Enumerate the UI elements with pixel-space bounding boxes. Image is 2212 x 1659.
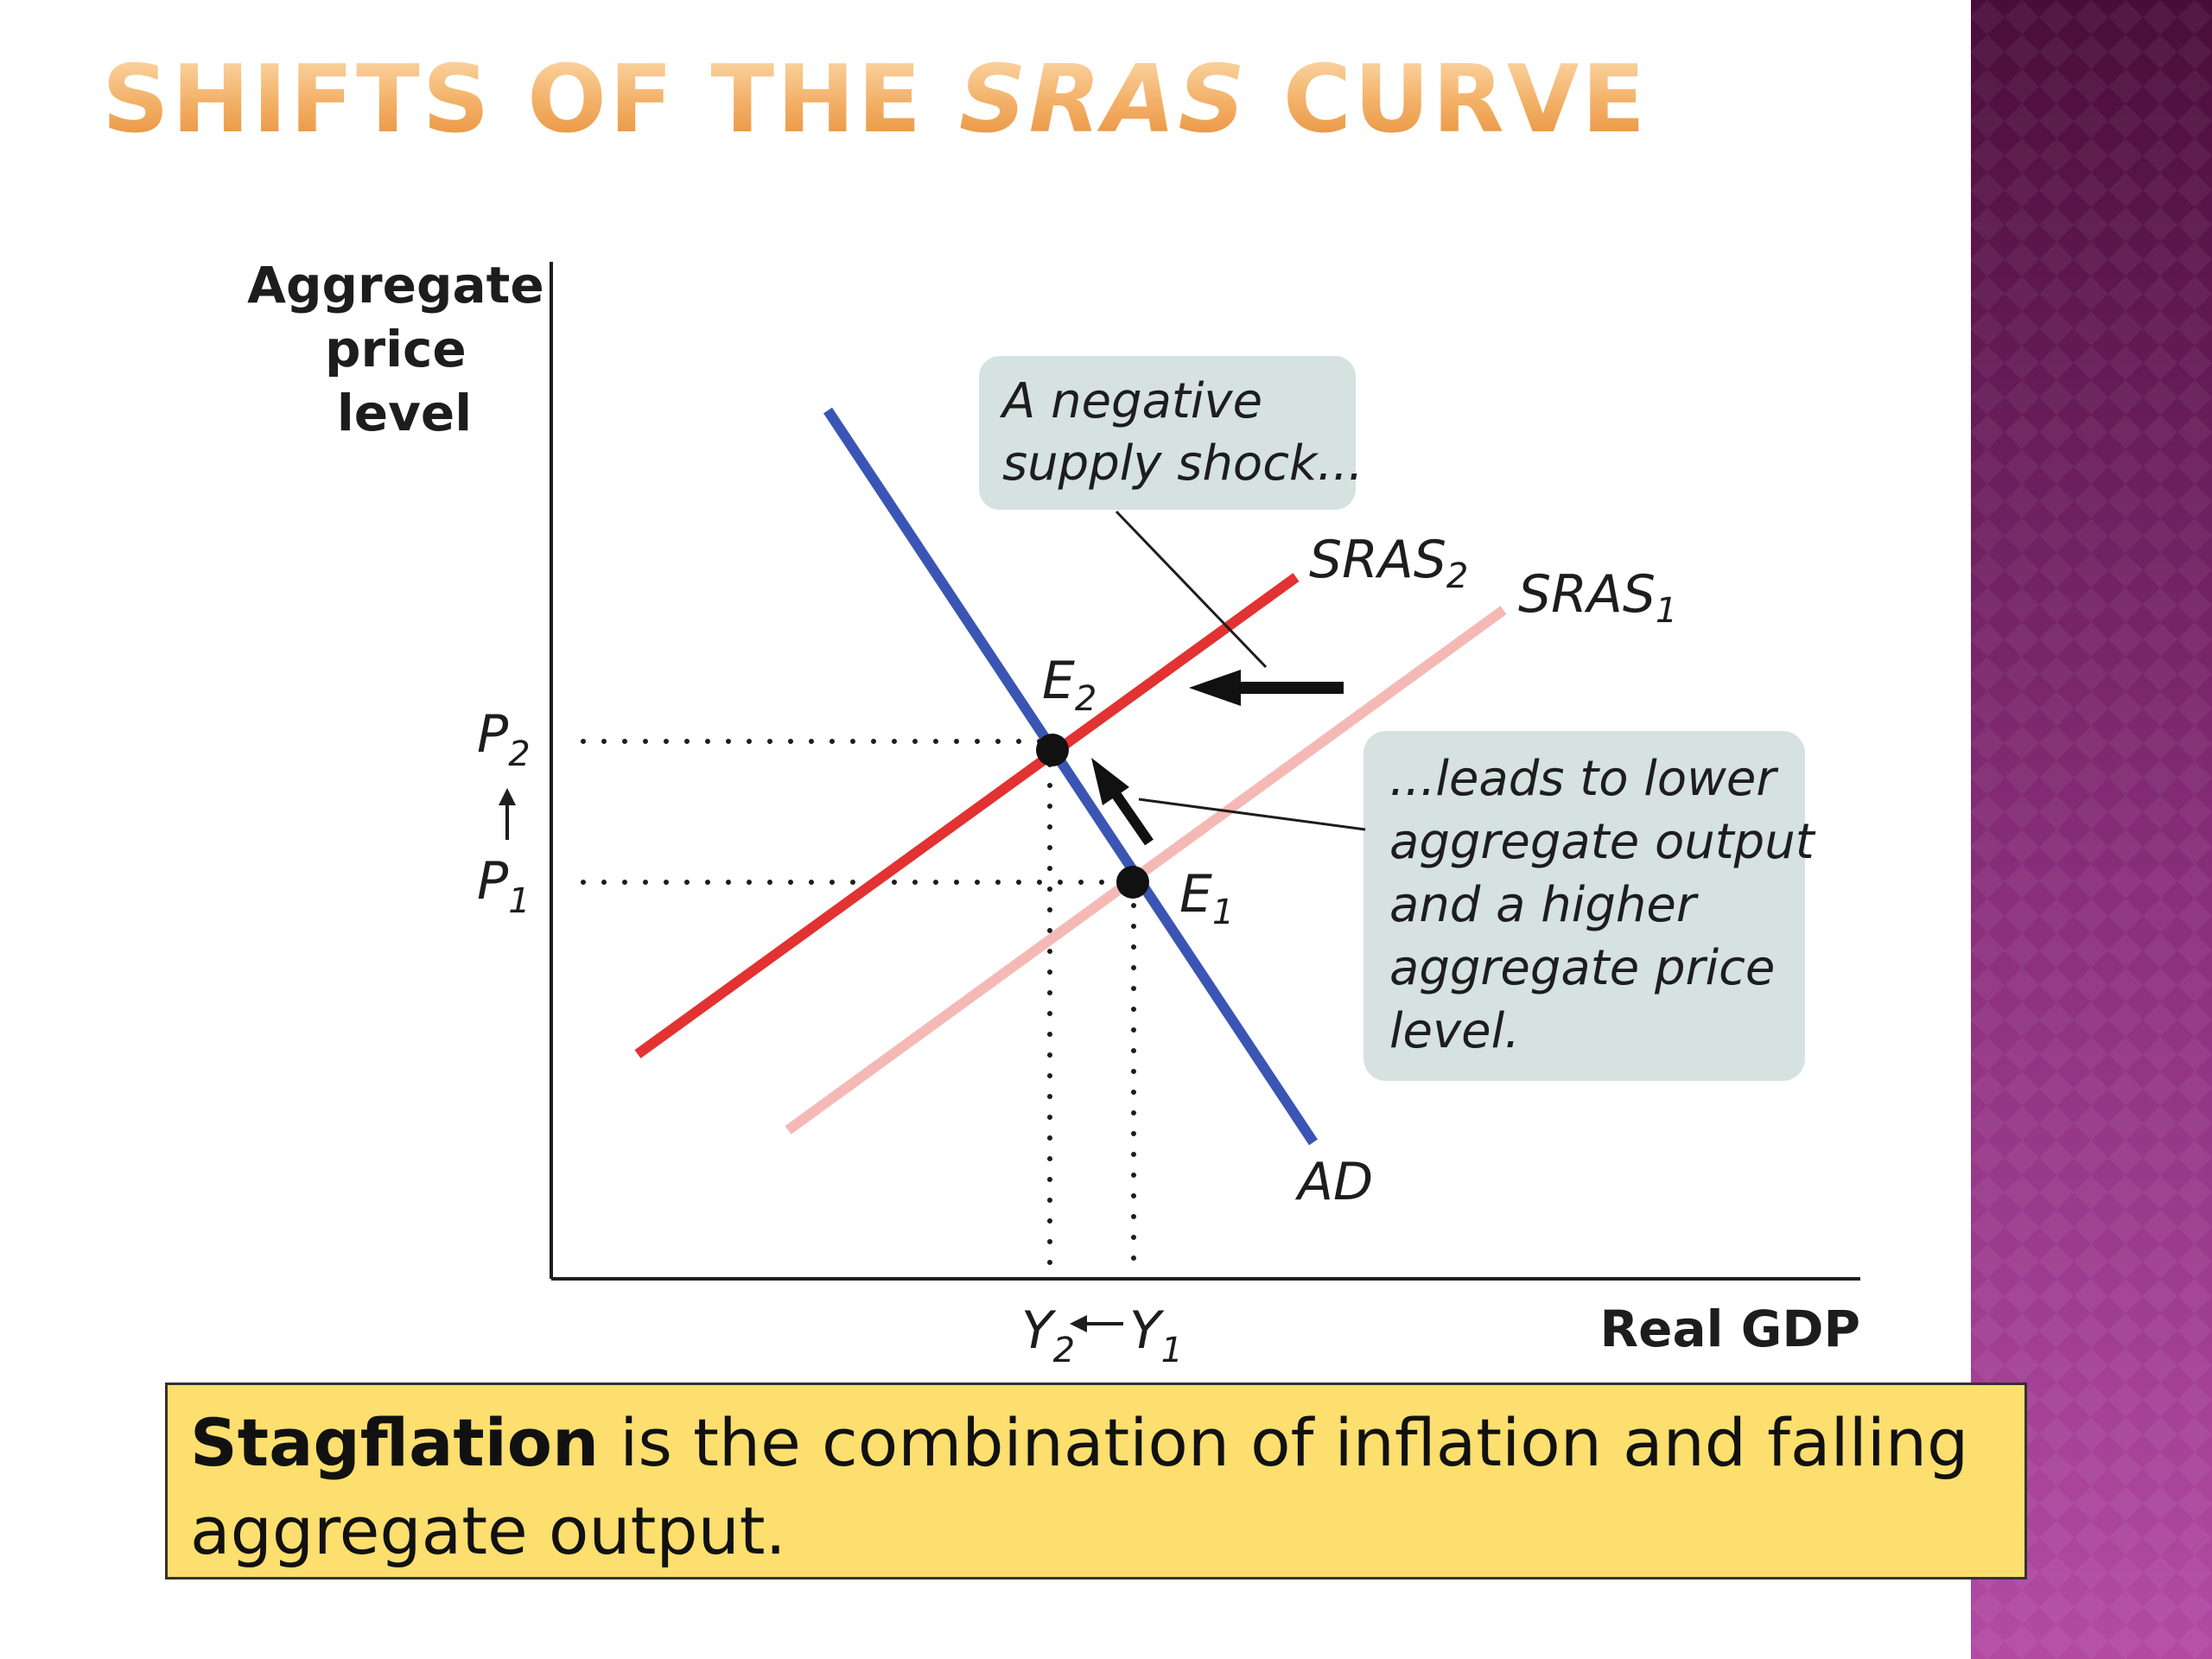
stagflation-definition-box: Stagflation is the combination of inflat… <box>165 1382 2027 1580</box>
callout-supply-shock-box <box>979 356 1356 510</box>
sras1-label-base: SRAS <box>1518 564 1656 625</box>
y-axis-label-line-3: level <box>337 384 472 442</box>
callout-supply-shock-leader <box>1115 510 1268 669</box>
callout-result-line-5: level. <box>1389 1003 1520 1059</box>
sras2-label: SRAS2 <box>1309 530 1468 596</box>
e1-point <box>1116 866 1149 899</box>
callout-result-line-3: and a higher <box>1389 877 1699 933</box>
sras2-label-base: SRAS <box>1309 530 1446 590</box>
e1-label-sub: 1 <box>1212 893 1234 932</box>
shift-arrow-head <box>1189 670 1241 706</box>
p2-tick-label: P2 <box>477 704 531 774</box>
callout-supply-shock-line-1: A negative <box>1000 373 1262 429</box>
sras2-label-sub: 2 <box>1446 556 1468 596</box>
movement-arrow-head <box>1091 758 1129 805</box>
sras1-label: SRAS1 <box>1518 564 1677 631</box>
e2-label-base: E <box>1042 651 1075 711</box>
ad-label: AD <box>1294 1152 1373 1212</box>
y2-tick-base: Y <box>1021 1300 1057 1361</box>
sras1-curve <box>785 606 1507 1135</box>
p1-tick-label: P1 <box>477 851 531 921</box>
y2-tick-sub: 2 <box>1053 1331 1075 1370</box>
definition-text: is the combination of inflation and fall… <box>190 1404 1969 1569</box>
y2-tick-label: Y2 <box>1021 1300 1075 1370</box>
ad-curve <box>823 407 1318 1146</box>
callout-result-line-4: aggregate price <box>1389 940 1775 996</box>
e1-label: E1 <box>1179 864 1234 932</box>
callout-supply-shock-line-2: supply shock... <box>1002 435 1363 492</box>
y-axis-label: Aggregate price level <box>247 256 562 442</box>
e1-label-base: E <box>1179 864 1212 925</box>
p1-tick-base: P <box>477 851 509 912</box>
callout-result-line-2: aggregate output <box>1389 814 1816 870</box>
p1-tick-sub: 1 <box>508 881 530 921</box>
y1-tick-label: Y1 <box>1129 1300 1183 1370</box>
price-rise-arrow-head <box>499 788 516 805</box>
x-axis-label: Real GDP <box>1600 1300 1860 1358</box>
e2-label-sub: 2 <box>1075 679 1096 719</box>
movement-arrow-shaft <box>1112 791 1154 846</box>
e2-point <box>1036 734 1069 766</box>
callout-result-leader <box>1138 798 1366 831</box>
sras2-curve <box>634 573 1300 1058</box>
output-fall-arrow-head <box>1070 1315 1087 1332</box>
y1-tick-base: Y <box>1129 1300 1165 1361</box>
definition-term: Stagflation <box>190 1404 600 1481</box>
callout-result-line-1: ...leads to lower <box>1389 751 1778 807</box>
p2-tick-base: P <box>477 704 509 765</box>
callout-result-box <box>1363 731 1805 1081</box>
callout-supply-shock-text: A negative supply shock... <box>1000 373 1363 492</box>
p2-tick-sub: 2 <box>508 734 530 774</box>
y1-tick-sub: 1 <box>1161 1331 1183 1370</box>
y-axis-label-line-2: price <box>325 320 467 378</box>
callout-result-text: ...leads to lower aggregate output and a… <box>1389 751 1829 1059</box>
y-axis-label-line-1: Aggregate <box>247 256 544 315</box>
e2-label: E2 <box>1042 651 1096 719</box>
sras1-label-sub: 1 <box>1656 591 1677 631</box>
